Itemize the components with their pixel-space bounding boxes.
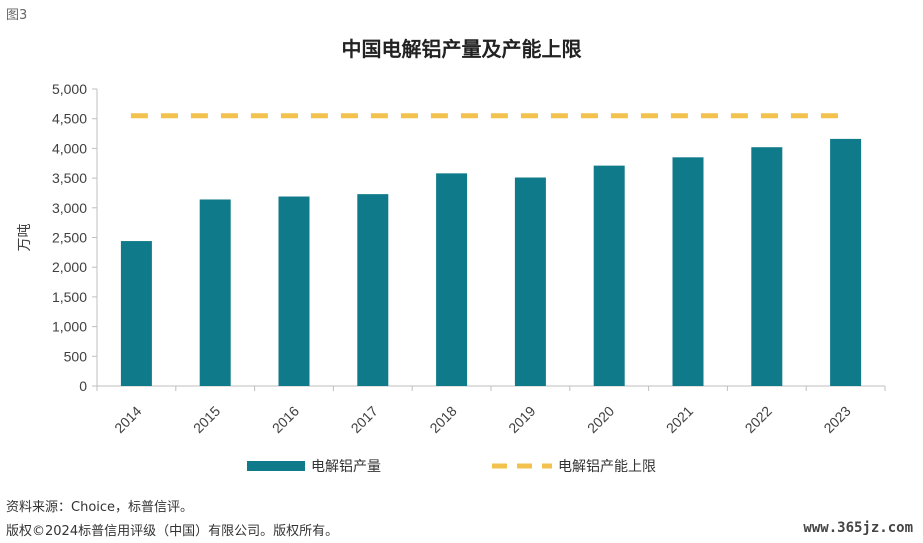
x-tick-label: 2018 [426, 403, 459, 436]
x-tick-label: 2023 [820, 403, 853, 436]
chart-title: 中国电解铝产量及产能上限 [341, 37, 582, 61]
y-tick-label: 4,500 [52, 111, 87, 127]
legend-label-production: 电解铝产量 [311, 459, 381, 475]
y-tick-label: 0 [79, 378, 87, 394]
y-tick-label: 3,000 [52, 200, 87, 216]
x-tick-label: 2022 [742, 403, 775, 436]
bar-2016 [278, 196, 310, 386]
bar-2018 [436, 173, 468, 386]
x-tick-label: 2020 [584, 403, 617, 436]
bar-2022 [751, 147, 783, 386]
x-tick-label: 2019 [505, 403, 538, 436]
bar-2019 [514, 177, 546, 386]
y-tick-label: 1,000 [52, 319, 87, 335]
source-note: 资料来源：Choice，标普信评。 [6, 500, 194, 515]
legend-swatch-production [247, 461, 305, 471]
figure-label: 图3 [6, 8, 28, 23]
y-tick-label: 2,000 [52, 259, 87, 275]
y-tick-label: 4,000 [52, 140, 87, 156]
x-tick-label: 2015 [190, 403, 223, 436]
bar-2020 [593, 165, 625, 386]
y-tick-label: 2,500 [52, 230, 87, 246]
bar-2021 [672, 157, 704, 386]
bar-2014 [120, 241, 152, 386]
y-tick-label: 500 [64, 348, 88, 364]
copyright-note: 版权©2024标普信用评级（中国）有限公司。版权所有。 [6, 524, 339, 539]
legend-label-cap: 电解铝产能上限 [558, 459, 656, 475]
y-tick-label: 3,500 [52, 170, 87, 186]
y-tick-label: 5,000 [52, 81, 87, 97]
x-tick-label: 2016 [269, 403, 302, 436]
bar-2023 [830, 138, 862, 386]
bar-2015 [199, 199, 231, 386]
y-axis-label: 万吨 [17, 224, 33, 252]
bar-2017 [357, 194, 389, 386]
watermark: www.365jz.com [803, 520, 913, 536]
x-tick-label: 2014 [111, 403, 144, 436]
x-tick-label: 2017 [348, 403, 381, 436]
y-tick-label: 1,500 [52, 289, 87, 305]
x-tick-label: 2021 [663, 403, 696, 436]
